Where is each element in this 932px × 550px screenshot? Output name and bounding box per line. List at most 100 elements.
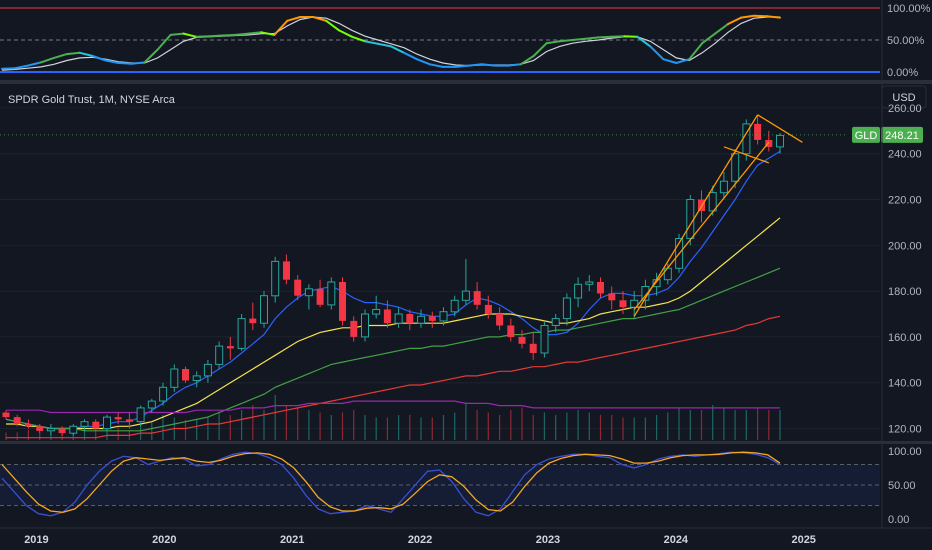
time-axis-tick: 2023: [536, 534, 560, 546]
candle-body: [69, 425, 78, 434]
volume-bar: [622, 417, 624, 440]
volume-bar: [734, 410, 736, 440]
top-oscillator-segment: [195, 35, 211, 38]
candle-body: [125, 419, 133, 422]
moving-average-line: [6, 400, 780, 414]
top-oscillator-segment: [234, 32, 250, 36]
price-axis-tick: 260.00: [888, 103, 922, 115]
top-oscillator-segment: [1, 67, 16, 70]
panel-separator-bottom: [0, 441, 932, 444]
volume-bar: [499, 415, 501, 440]
volume-bar: [184, 420, 187, 440]
volume-bar: [409, 415, 411, 440]
volume-bar: [599, 415, 602, 440]
volume-bar: [308, 410, 310, 440]
volume-bar: [140, 420, 142, 440]
volume-bar: [700, 410, 703, 440]
stoch-band-fill: [0, 464, 880, 506]
price-axis-tick: 160.00: [888, 332, 922, 344]
volume-bar: [689, 410, 691, 440]
candle-body: [383, 309, 391, 324]
candle-body: [754, 123, 762, 140]
volume-bar: [5, 432, 7, 440]
moving-average-line: [6, 315, 781, 439]
candle-body: [507, 325, 515, 337]
time-axis-tick: 2020: [152, 534, 176, 546]
top-oscillator-segment: [91, 55, 107, 62]
top-oscillator-segment: [519, 55, 535, 66]
candle-body: [406, 314, 414, 324]
volume-bar: [61, 432, 63, 440]
top-oscillator-segment: [558, 39, 574, 43]
candle-body: [249, 318, 257, 324]
candle-body: [92, 421, 100, 429]
volume-bar: [274, 395, 276, 440]
volume-bar: [285, 405, 287, 440]
candle-body: [147, 400, 156, 409]
top-oscillator-segment: [390, 45, 405, 54]
candle-body: [58, 428, 66, 434]
top-oscillator-segment: [26, 61, 42, 67]
volume-bar: [297, 407, 299, 440]
top-oscillator-segment: [117, 62, 133, 65]
top-oscillator-segment: [260, 31, 276, 36]
volume-bar: [555, 415, 557, 440]
time-axis-tick: 2019: [24, 534, 48, 546]
top-oscillator-segment: [221, 33, 237, 37]
pattern-trendline: [633, 141, 770, 310]
candle-body: [708, 192, 717, 212]
candle-body: [304, 288, 313, 297]
top-oscillator-segment: [130, 61, 146, 65]
candle-body: [417, 315, 426, 324]
volume-bar: [39, 432, 41, 440]
volume-bar: [106, 425, 108, 440]
volume-bar: [386, 417, 388, 440]
candle-body: [719, 180, 728, 194]
moving-average-line: [6, 217, 781, 430]
top-oscillator-segment: [286, 16, 302, 22]
top-oscillator-segment: [467, 63, 483, 67]
volume-bar: [779, 410, 781, 440]
price-axis-tick: 120.00: [888, 424, 922, 436]
price-axis-tick: 200.00: [888, 240, 922, 252]
volume-bar: [442, 415, 445, 440]
candle-body: [361, 313, 369, 338]
volume-bar: [151, 422, 153, 440]
top-oscillator-segment: [428, 63, 444, 68]
top-oscillator-segment: [610, 35, 626, 38]
volume-bar: [83, 427, 86, 440]
volume-bar: [678, 407, 680, 440]
candle-body: [484, 304, 492, 315]
candle-body: [518, 336, 526, 344]
candle-body: [215, 345, 224, 365]
top-oscillator-segment: [78, 51, 94, 57]
top-oscillator-segment: [532, 42, 548, 57]
top-oscillator-segment: [649, 45, 665, 61]
candle-body: [461, 290, 470, 301]
top-oscillator-segment: [636, 35, 652, 48]
top-oscillator-segment: [480, 63, 496, 67]
candle-body: [619, 300, 627, 308]
candle-body: [540, 325, 549, 354]
volume-bar: [768, 410, 770, 440]
volume-bar: [229, 415, 231, 440]
candle-body: [350, 320, 358, 337]
time-axis-tick: 2021: [280, 534, 304, 546]
volume-bar: [420, 417, 422, 440]
candle-body: [608, 293, 616, 301]
candle-body: [473, 291, 481, 305]
candle-body: [136, 407, 145, 423]
volume-bar: [667, 412, 669, 440]
candle-body: [394, 313, 403, 324]
volume-bar: [588, 412, 590, 440]
volume-bar: [16, 432, 18, 440]
top-axis-tick: 100.00%: [887, 3, 931, 15]
moving-average-line: [5, 267, 781, 432]
time-axis-tick: 2022: [408, 534, 432, 546]
candle-body: [2, 412, 10, 418]
candle-body: [25, 424, 32, 427]
stoch-axis-tick: 100.00: [888, 446, 922, 458]
candle-body: [574, 283, 583, 299]
price-badge: [881, 126, 923, 143]
